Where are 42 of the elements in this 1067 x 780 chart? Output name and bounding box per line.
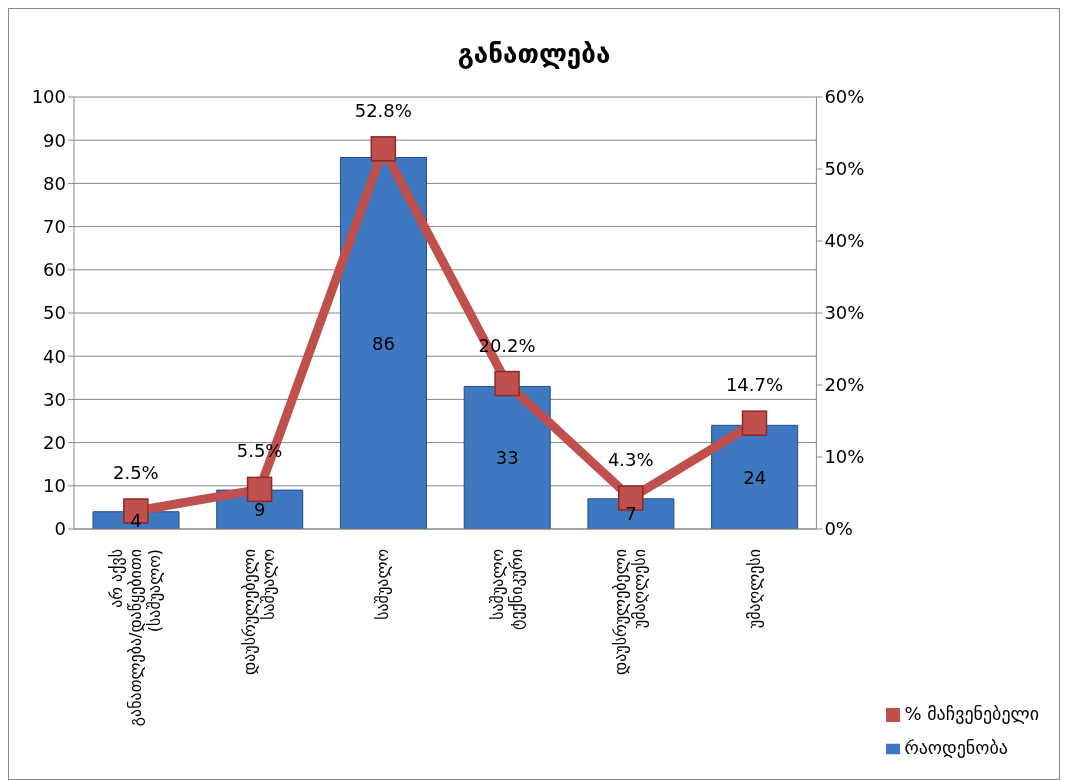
x-tick-label: დაუსრულებელი უმაღლესი: [611, 549, 650, 675]
point: [741, 410, 768, 436]
y-tick-label: 40: [43, 345, 66, 367]
data-label: 2.5%: [113, 462, 159, 483]
data-label: 9: [254, 498, 266, 520]
data-label: 4.3%: [607, 449, 654, 471]
x-tick-label: უმაღლესი: [744, 549, 764, 629]
chart-title: განათლება: [456, 39, 612, 69]
x-tick-label: დაუსრულებელი საშუალო: [240, 549, 279, 675]
y-tick-label: 80: [43, 172, 66, 194]
x-tick-label: საშუალო: [373, 549, 393, 620]
y2-tick-label: 20%: [824, 374, 865, 396]
bar: [711, 424, 799, 529]
y2-tick-label: 10%: [824, 446, 865, 468]
y2-tick-label: 30%: [824, 302, 865, 324]
legend-label: % მაჩვენებელი: [904, 703, 1039, 724]
y2-tick-label: 50%: [824, 158, 865, 180]
y-tick-label: 70: [43, 215, 66, 237]
x-tick-label: არ აქვს განათლება/დაწყებითი (საშუალო): [106, 549, 164, 727]
y-tick-label: 50: [43, 302, 66, 324]
y-tick-label: 90: [43, 129, 66, 151]
legend-label: რაოდენობა: [904, 737, 1008, 758]
y-tick-label: 60: [43, 259, 66, 281]
bar: [339, 156, 427, 529]
x-tick-label: საშუალო ტექნიკური: [487, 549, 526, 630]
data-label: 52.8%: [354, 99, 412, 121]
y-tick-label: 30: [43, 388, 66, 410]
point: [370, 136, 397, 162]
bar: [463, 385, 551, 529]
y-tick-label: 10: [43, 475, 66, 497]
data-label: 33: [495, 447, 519, 469]
y-tick-label: 0: [54, 518, 66, 540]
data-label: 24: [743, 466, 767, 488]
y2-tick-label: 0%: [824, 518, 853, 540]
data-label: 86: [372, 332, 395, 354]
y-tick-label: 100: [31, 86, 66, 108]
y2-tick-label: 60%: [824, 86, 865, 108]
data-label: 14.7%: [725, 374, 784, 396]
y2-tick-label: 40%: [824, 230, 865, 252]
point: [494, 370, 520, 397]
y-tick-label: 20: [43, 431, 66, 453]
point: [246, 476, 273, 503]
